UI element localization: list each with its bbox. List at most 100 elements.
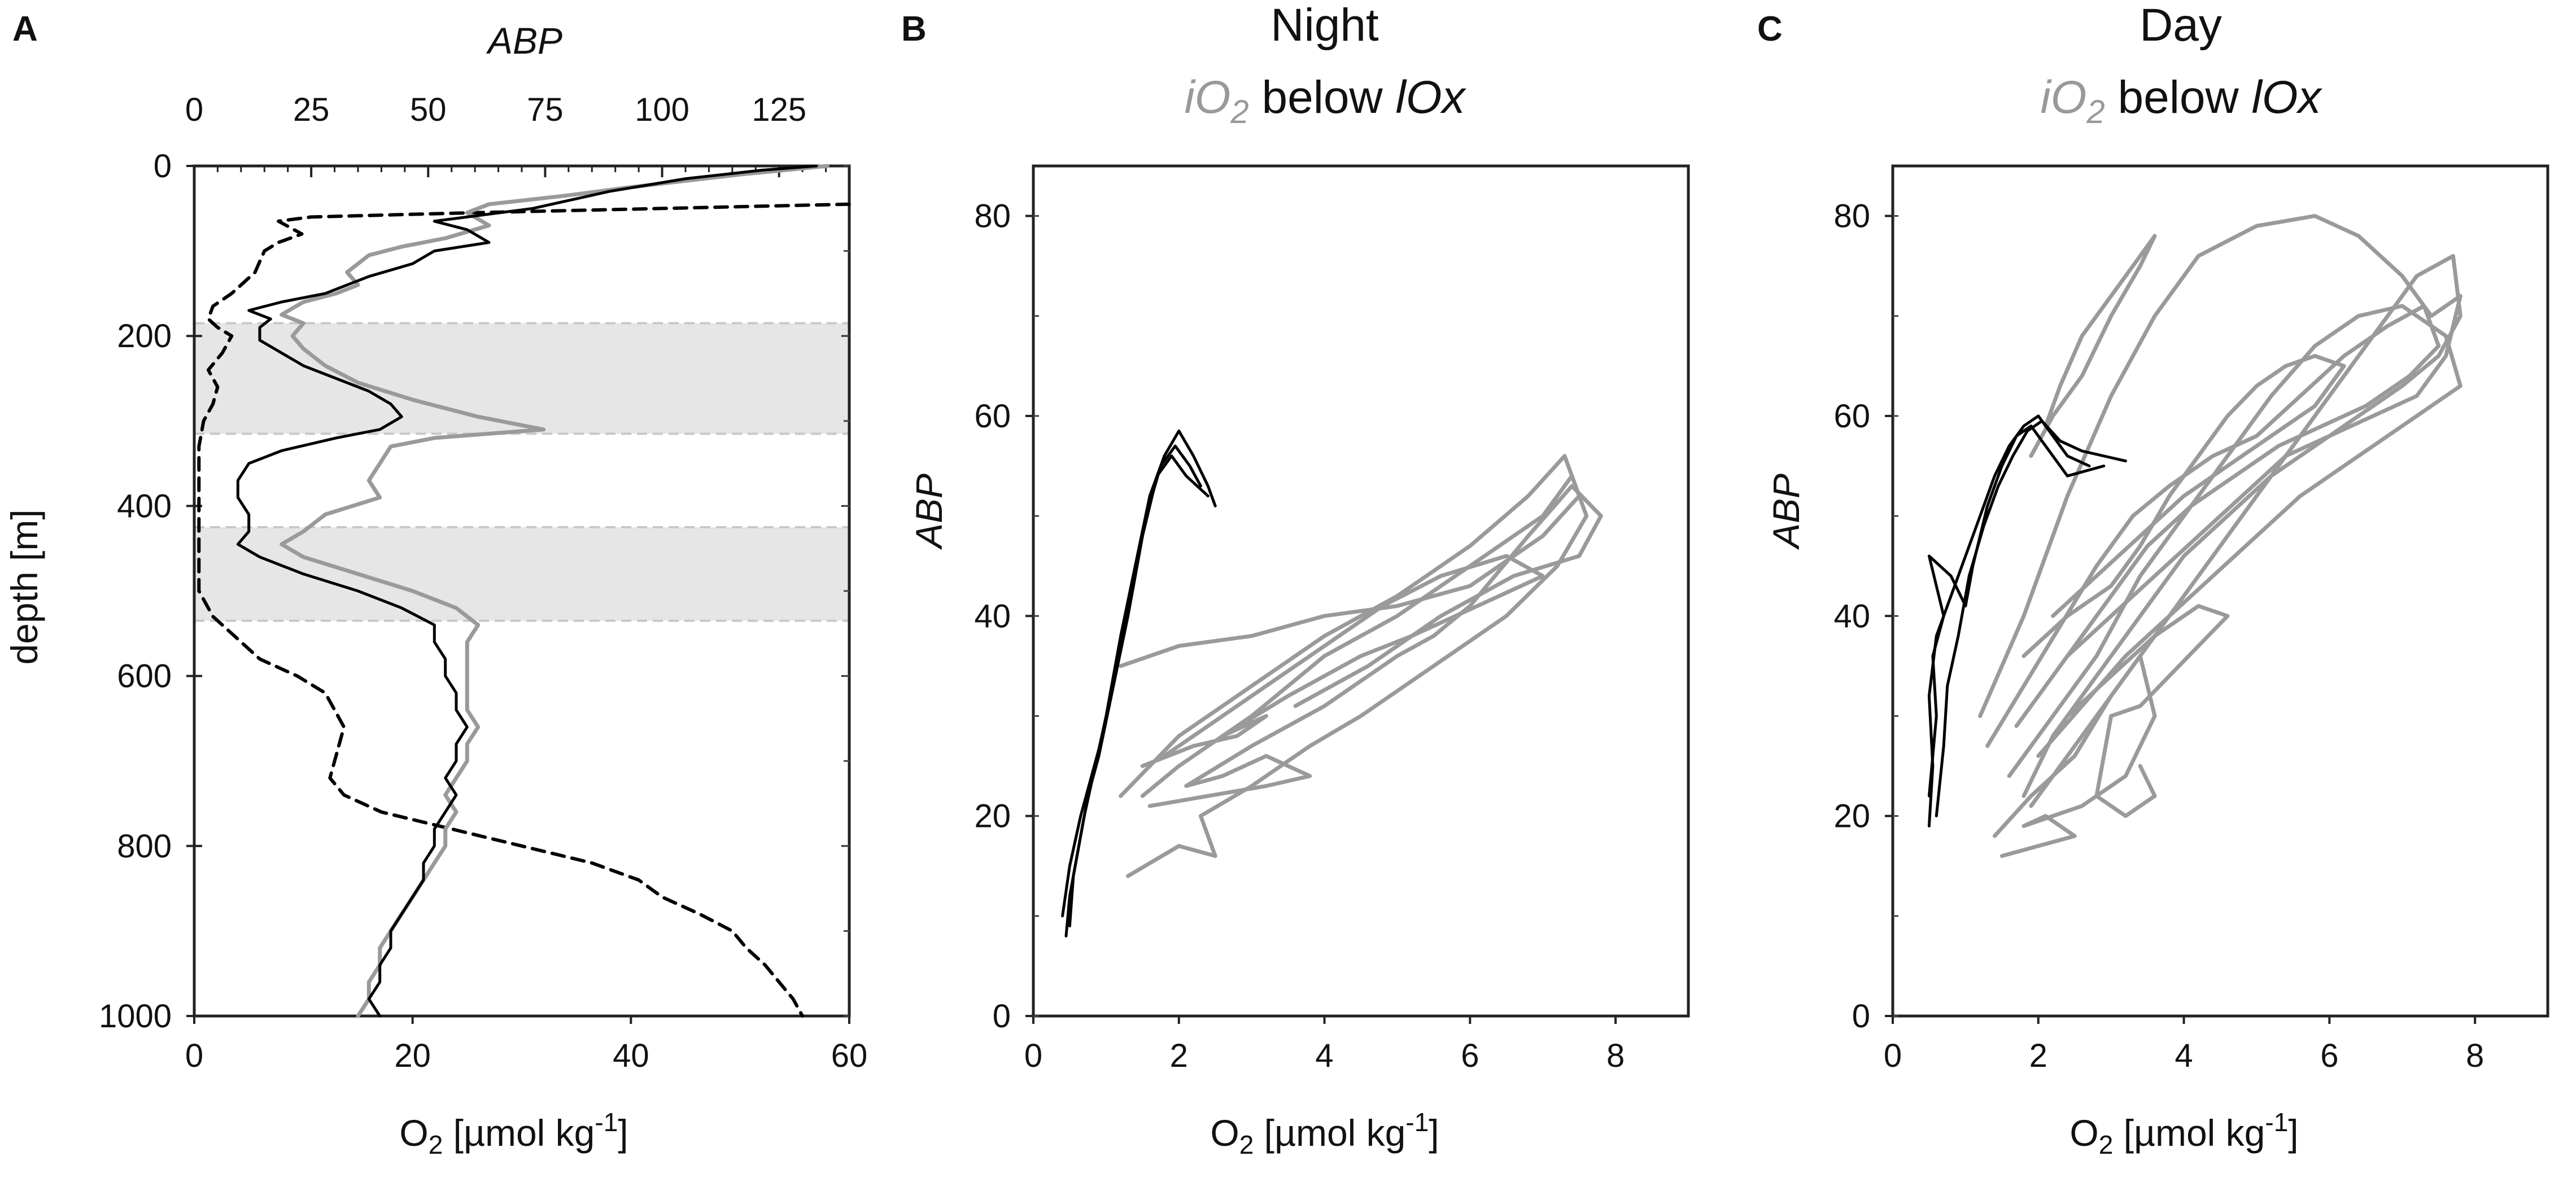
panel-a-x-axis-title: O2 [µmol kg-1] — [399, 1107, 628, 1159]
x-title-unit: [µmol kg — [2113, 1112, 2265, 1154]
y-tick-label: 1000 — [99, 998, 172, 1035]
panel-a-y-axis: 0 200 400 600 800 1000 — [99, 148, 849, 1035]
below-text: below — [1249, 72, 1396, 123]
y-tick-label: 80 — [974, 198, 1011, 235]
top-tick-label: 75 — [527, 91, 564, 128]
x-tick-label: 20 — [394, 1037, 431, 1074]
depth-band — [194, 527, 849, 621]
panel-c-y-axis: 0 20 40 60 80 — [1833, 198, 1898, 1035]
x-tick-label: 8 — [2466, 1037, 2484, 1074]
panel-c-subtitle: iO2 below lOx — [2040, 72, 2322, 130]
x-title-sub: 2 — [429, 1130, 443, 1159]
y-tick-label: 0 — [154, 148, 172, 185]
series-line — [1999, 654, 2157, 858]
panel-c-y-axis-title: ABP — [1765, 474, 1807, 550]
series-line — [2021, 354, 2346, 658]
x-tick-label: 6 — [1461, 1037, 1479, 1074]
x-title-base: O — [2069, 1112, 2098, 1154]
y-tick-label: 80 — [1833, 198, 1870, 235]
x-tick-label: 6 — [2320, 1037, 2338, 1074]
x-title-close: ] — [618, 1112, 628, 1154]
series-line — [2065, 604, 2230, 818]
panel-c-letter: C — [1757, 10, 1783, 49]
y-tick-label: 40 — [1833, 598, 1870, 634]
y-tick-label: 60 — [1833, 398, 1870, 435]
x-title-close: ] — [1429, 1112, 1439, 1154]
panel-b-x-axis-title: O2 [µmol kg-1] — [1210, 1107, 1439, 1159]
panel-c-series — [1927, 214, 2463, 858]
panel-b-y-axis-title: ABP — [908, 474, 950, 550]
panel-c-x-axis: 0 2 4 6 8 — [1884, 1016, 2484, 1074]
series-line — [2007, 304, 2463, 778]
series-line — [236, 164, 818, 1018]
top-tick-label: 0 — [185, 91, 203, 128]
panel-a-x-axis: 0 20 40 60 — [185, 1016, 867, 1074]
io2-label: iO — [2040, 72, 2086, 123]
x-tick-label: 4 — [1315, 1037, 1333, 1074]
x-title-base: O — [399, 1112, 428, 1154]
top-tick-label: 100 — [635, 91, 689, 128]
x-title-sup: -1 — [2265, 1107, 2288, 1137]
x-title-sub: 2 — [1239, 1130, 1254, 1159]
x-tick-label: 40 — [613, 1037, 649, 1074]
series-line — [1147, 484, 1603, 808]
panel-a-top-axis-title: ABP — [486, 20, 562, 62]
series-line — [280, 164, 829, 1018]
panel-b-plot-frame — [1032, 164, 1690, 1018]
y-tick-label: 20 — [974, 798, 1011, 835]
x-tick-label: 0 — [185, 1037, 203, 1074]
x-tick-label: 2 — [2029, 1037, 2047, 1074]
io2-sub: 2 — [2086, 94, 2105, 130]
series-line — [1985, 304, 2441, 748]
x-tick-label: 8 — [1606, 1037, 1625, 1074]
y-tick-label: 60 — [974, 398, 1011, 435]
x-tick-label: 4 — [2175, 1037, 2193, 1074]
series-line — [1126, 474, 1589, 878]
series-line — [1068, 454, 1210, 927]
panel-c-plot-frame — [1891, 164, 2549, 1018]
x-tick-label: 60 — [831, 1037, 868, 1074]
top-tick-label: 125 — [752, 91, 806, 128]
y-tick-label: 400 — [117, 488, 172, 524]
x-tick-label: 2 — [1170, 1037, 1188, 1074]
depth-bands — [194, 322, 849, 622]
series-line — [1119, 454, 1582, 798]
y-tick-label: 600 — [117, 658, 172, 695]
panel-c-title: Day — [2140, 0, 2222, 51]
panel-b-x-axis: 0 2 4 6 8 — [1024, 1016, 1625, 1074]
panel-b-subtitle: iO2 below lOx — [1184, 72, 1466, 130]
series-line — [197, 202, 851, 1018]
series-line — [2029, 234, 2157, 458]
io2-sub: 2 — [1230, 94, 1248, 130]
series-line — [1935, 419, 2127, 818]
x-title-sub: 2 — [2099, 1130, 2114, 1159]
y-tick-label: 200 — [117, 318, 172, 354]
y-tick-label: 20 — [1833, 798, 1870, 835]
top-tick-label: 25 — [293, 91, 330, 128]
series-line — [1992, 254, 2463, 838]
panel-b-series — [1061, 430, 1603, 938]
panel-b-y-axis: 0 20 40 60 80 — [974, 198, 1039, 1035]
panel-a-series — [197, 164, 851, 1018]
lox-label: lOx — [2252, 72, 2323, 123]
panel-a-y-axis-title: depth [m] — [3, 509, 45, 664]
below-text: below — [2105, 72, 2252, 123]
series-line — [1978, 214, 2463, 718]
series-line — [1927, 424, 2106, 798]
series-line — [1927, 414, 2091, 827]
panel-b-title: Night — [1270, 0, 1379, 51]
top-tick-label: 50 — [410, 91, 447, 128]
lox-label: lOx — [1396, 72, 1467, 123]
series-line — [1064, 430, 1217, 938]
series-line — [1140, 554, 1545, 768]
x-title-close: ] — [2288, 1112, 2298, 1154]
y-tick-label: 800 — [117, 828, 172, 865]
x-title-base: O — [1210, 1112, 1239, 1154]
panel-c-x-axis-title: O2 [µmol kg-1] — [2069, 1107, 2298, 1159]
panel-a-letter: A — [12, 10, 38, 49]
panel-a-top-axis: 0 25 50 75 100 125 — [185, 91, 850, 177]
y-tick-label: 0 — [1852, 998, 1870, 1035]
